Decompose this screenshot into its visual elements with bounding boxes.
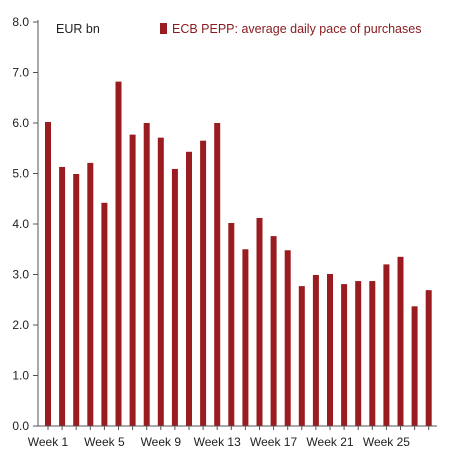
bar bbox=[87, 162, 94, 426]
bar bbox=[186, 151, 192, 427]
y-axis-ticks: 0.0 1.0 2.0 3.0 4.0 5.0 6.0 7.0 8.0 bbox=[12, 15, 38, 433]
bar bbox=[171, 168, 178, 426]
y-tick-label: 4.0 bbox=[12, 217, 29, 231]
bar bbox=[115, 81, 122, 426]
x-tick-label: Week 13 bbox=[194, 435, 241, 449]
bar bbox=[355, 281, 362, 426]
unit-label: EUR bn bbox=[56, 22, 100, 36]
y-tick-label: 2.0 bbox=[12, 318, 29, 332]
legend-label: ECB PEPP: average daily pace of purchase… bbox=[172, 22, 421, 36]
bar bbox=[228, 222, 235, 426]
bar bbox=[256, 217, 263, 426]
bar bbox=[341, 284, 348, 426]
x-tick-label: Week 9 bbox=[141, 435, 182, 449]
x-tick-label: Week 17 bbox=[250, 435, 297, 449]
bar bbox=[214, 123, 221, 426]
y-tick-label: 3.0 bbox=[12, 268, 29, 282]
x-tick-label: Week 5 bbox=[84, 435, 125, 449]
y-tick-label: 8.0 bbox=[12, 15, 29, 29]
bar bbox=[270, 236, 277, 426]
bar bbox=[242, 249, 249, 426]
bar bbox=[383, 264, 390, 426]
bar bbox=[73, 174, 80, 426]
bar bbox=[284, 250, 291, 426]
bar bbox=[129, 134, 136, 426]
bar bbox=[200, 140, 207, 427]
x-tick-label: Week 1 bbox=[28, 435, 69, 449]
x-tick-label: Week 25 bbox=[363, 435, 410, 449]
bar bbox=[312, 275, 319, 426]
legend-swatch bbox=[160, 23, 167, 34]
y-tick-label: 7.0 bbox=[12, 66, 29, 80]
bar bbox=[411, 306, 418, 426]
bar bbox=[143, 123, 150, 426]
bar bbox=[298, 286, 305, 426]
bar bbox=[397, 256, 404, 426]
y-tick-label: 1.0 bbox=[12, 369, 29, 383]
bar bbox=[327, 274, 333, 426]
bar bbox=[45, 121, 51, 427]
x-tick-label: Week 21 bbox=[306, 435, 353, 449]
bar bbox=[157, 137, 164, 426]
y-tick-label: 6.0 bbox=[12, 116, 29, 130]
legend: ECB PEPP: average daily pace of purchase… bbox=[160, 22, 421, 36]
bar bbox=[369, 281, 376, 426]
y-tick-label: 0.0 bbox=[12, 419, 29, 433]
y-tick-label: 5.0 bbox=[12, 167, 29, 181]
x-axis-ticks: Week 1 Week 5 Week 9 Week 13 Week 17 Week 21 W… bbox=[28, 426, 430, 449]
bars bbox=[45, 81, 432, 427]
bar bbox=[425, 290, 432, 426]
bar bbox=[59, 166, 66, 426]
bar bbox=[101, 202, 108, 426]
